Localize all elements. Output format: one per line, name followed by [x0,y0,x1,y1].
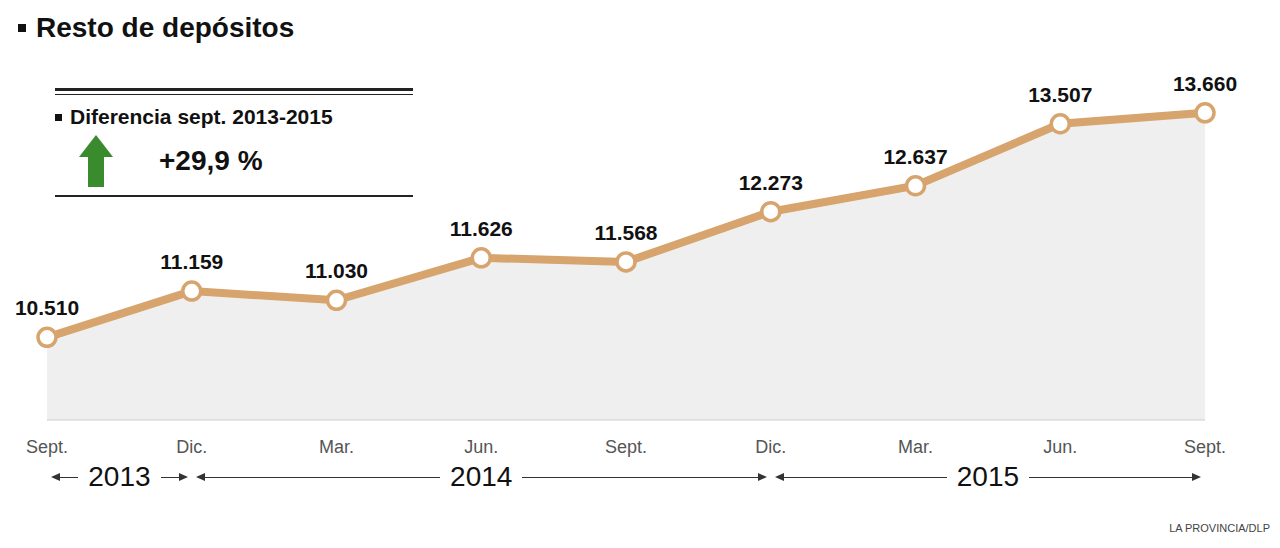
svg-text:Mar.: Mar. [898,437,933,457]
svg-text:13.507: 13.507 [1028,83,1092,106]
svg-text:Mar.: Mar. [319,437,354,457]
svg-text:12.273: 12.273 [739,171,803,194]
svg-text:11.159: 11.159 [160,250,223,273]
svg-text:Jun.: Jun. [1043,437,1077,457]
html-text:2015: 2015 [956,461,1019,492]
html-text:2013: 2013 [88,461,151,492]
html-text:Diferencia sept. 2013-2015: Diferencia sept. 2013-2015 [70,105,333,128]
html-text:LA PROVINCIA/DLP: LA PROVINCIA/DLP [1169,522,1270,534]
svg-text:11.626: 11.626 [450,217,513,240]
svg-text:11.568: 11.568 [594,221,657,244]
svg-text:Dic.: Dic. [176,437,207,457]
html-text:+29,9 %: +29,9 % [159,145,263,176]
html-text:Resto de depósitos: Resto de depósitos [36,12,295,43]
svg-text:12.637: 12.637 [883,145,947,168]
svg-text:Dic.: Dic. [755,437,786,457]
html-text:2014: 2014 [450,461,513,492]
svg-text:13.660: 13.660 [1173,72,1237,95]
svg-text:Sept.: Sept. [605,437,647,457]
svg-text:Sept.: Sept. [1184,437,1226,457]
svg-text:10.510: 10.510 [15,296,79,319]
svg-text:Jun.: Jun. [464,437,498,457]
svg-text:11.030: 11.030 [305,259,368,282]
svg-text:Sept.: Sept. [26,437,68,457]
